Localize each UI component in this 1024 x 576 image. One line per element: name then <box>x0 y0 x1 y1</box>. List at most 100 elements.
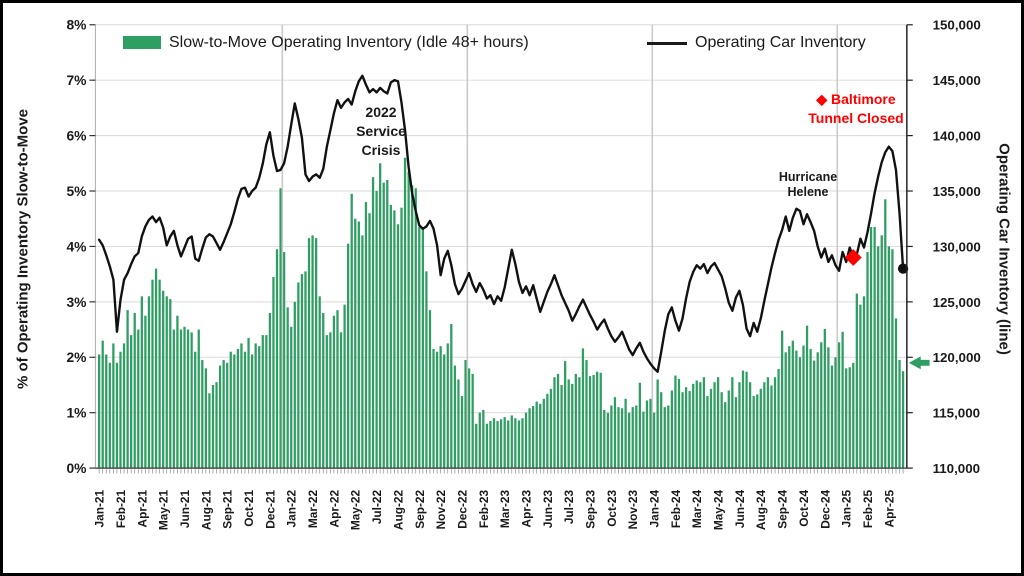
bar-week-212 <box>852 362 855 469</box>
bar-week-162 <box>674 375 677 469</box>
bar-week-96 <box>439 346 442 469</box>
bar-week-188 <box>766 377 770 469</box>
line-end-dot <box>897 263 909 274</box>
bar-week-209 <box>841 331 844 469</box>
bar-week-28 <box>197 329 200 469</box>
bar-week-29 <box>201 360 204 469</box>
bar-week-103 <box>464 360 467 469</box>
bar-week-78 <box>375 191 378 469</box>
bar-week-197 <box>798 357 802 469</box>
bar-week-151 <box>635 405 638 469</box>
bar-week-83 <box>393 210 396 469</box>
bar-week-101 <box>457 379 460 469</box>
bar-week-153 <box>642 411 645 469</box>
bar-week-115 <box>507 420 510 469</box>
bar-week-90 <box>418 227 421 469</box>
annotation-baltimore-tunnel-closed: ◆ Baltimore Tunnel Closed <box>808 91 904 126</box>
bar-week-71 <box>350 193 353 469</box>
bar-week-146 <box>617 407 620 469</box>
bar-week-105 <box>471 373 474 469</box>
bar-week-181 <box>741 370 745 469</box>
bar-week-47 <box>265 335 268 469</box>
month-label-Sep-23: Sep-23 <box>583 489 597 528</box>
year-separator-lines <box>281 24 839 469</box>
bar-week-214 <box>859 304 862 469</box>
bar-week-42 <box>247 337 250 469</box>
bar-week-189 <box>770 385 773 469</box>
bar-week-144 <box>610 405 613 469</box>
bar-week-64 <box>325 335 328 469</box>
bar-week-222 <box>887 246 890 469</box>
bar-week-119 <box>521 418 524 469</box>
bar-week-44 <box>254 343 257 469</box>
bar-week-59 <box>307 238 311 469</box>
bar-week-62 <box>318 296 321 469</box>
bar-week-56 <box>297 282 300 469</box>
month-label-Feb-23: Feb-23 <box>477 489 491 528</box>
bar-week-134 <box>574 373 577 469</box>
bar-week-191 <box>777 368 780 469</box>
bar-week-94 <box>432 348 435 469</box>
right-tick-label: 145,000 <box>933 73 981 88</box>
bar-week-217 <box>869 227 873 469</box>
bar-week-81 <box>386 179 389 469</box>
bar-week-200 <box>809 348 812 469</box>
bar-week-110 <box>489 421 492 469</box>
operating-car-inventory-line <box>97 74 905 373</box>
right-tick-label: 110,000 <box>933 461 981 476</box>
bar-week-185 <box>756 394 759 469</box>
bar-week-34 <box>218 365 222 469</box>
bar-week-13 <box>144 315 147 469</box>
month-label-Aug-22: Aug-22 <box>391 489 405 530</box>
bar-week-219 <box>877 246 880 469</box>
bar-week-72 <box>354 218 357 469</box>
bar-week-139 <box>592 375 595 469</box>
bar-week-15 <box>151 279 154 469</box>
bar-week-77 <box>371 177 375 469</box>
bar-week-120 <box>524 412 528 469</box>
bar-week-160 <box>667 405 670 469</box>
bar-week-177 <box>727 390 730 469</box>
bar-week-218 <box>873 227 876 469</box>
right-tick-label: 120,000 <box>933 350 981 365</box>
bar-week-86 <box>403 157 407 469</box>
bar-week-145 <box>613 397 617 469</box>
bar-week-66 <box>332 315 336 469</box>
left-tick-label: 0% <box>66 460 86 476</box>
bar-week-75 <box>364 202 368 469</box>
month-label-Feb-21: Feb-21 <box>114 489 128 528</box>
bar-week-122 <box>531 406 535 469</box>
bar-week-33 <box>215 382 218 469</box>
bar-week-182 <box>745 371 748 469</box>
month-label-Jun-21: Jun-21 <box>178 489 192 528</box>
bar-week-128 <box>553 377 556 469</box>
bar-week-55 <box>293 301 296 469</box>
bar-week-25 <box>186 329 190 469</box>
right-axis-ticks-labels: 110,000 115,000 120,000 125,000 130,000 135,0… <box>906 18 981 476</box>
bar-week-225 <box>898 360 901 469</box>
bar-week-148 <box>624 398 627 469</box>
bar-week-58 <box>304 271 307 469</box>
month-label-Jan-24: Jan-24 <box>648 489 662 527</box>
left-tick-label: 3% <box>66 294 86 310</box>
month-label-Oct-23: Oct-23 <box>605 489 619 526</box>
bar-week-22 <box>176 315 179 469</box>
month-label-Aug-21: Aug-21 <box>199 489 213 530</box>
month-label-Dec-22: Dec-22 <box>455 489 469 528</box>
bar-week-63 <box>322 312 325 469</box>
left-tick-label: 6% <box>66 128 86 144</box>
bar-week-53 <box>286 307 289 469</box>
bar-week-152 <box>638 382 641 469</box>
month-label-Dec-24: Dec-24 <box>818 489 832 528</box>
bar-week-183 <box>748 382 752 469</box>
bar-week-68 <box>339 332 343 469</box>
weekly-tick-marks <box>98 469 904 474</box>
bar-week-157 <box>656 379 659 469</box>
bar-week-124 <box>539 403 542 469</box>
bar-week-136 <box>581 348 585 469</box>
bar-week-106 <box>475 423 478 469</box>
bar-week-48 <box>268 312 272 469</box>
bar-week-38 <box>233 354 236 469</box>
month-label-Apr-21: Apr-21 <box>135 489 149 527</box>
bar-week-69 <box>343 304 346 469</box>
